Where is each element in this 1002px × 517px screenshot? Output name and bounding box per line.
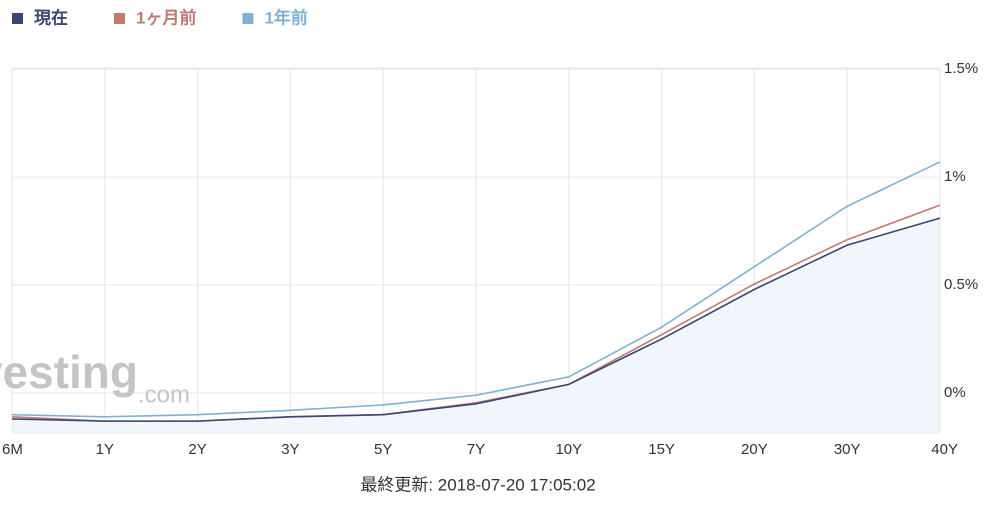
y-tick-label: 1% — [944, 168, 966, 185]
x-tick-label: 1Y — [96, 441, 114, 458]
y-tick-label: 1.5% — [944, 60, 978, 77]
area — [12, 218, 940, 433]
y-tick-label: 0% — [944, 384, 966, 401]
watermark-suffix: .com — [138, 381, 190, 408]
plot: 0% 0.5% 1% 1.5% 6M 1Y 2Y 3Y 5Y 7Y 10Y 15Y 20Y 30Y 40Y 現… — [2, 7, 978, 457]
line — [11, 217, 941, 422]
x-tick-label: 40Y — [931, 441, 958, 458]
legend-label: 1年前 — [264, 7, 307, 27]
legend-label: 現在 — [34, 7, 68, 27]
x-tick-label: 7Y — [467, 441, 485, 458]
x-tick-label: 30Y — [834, 441, 861, 458]
legend-swatch — [12, 13, 23, 24]
y-tick-label: 0.5% — [944, 276, 978, 293]
x-tick-label: 2Y — [188, 441, 206, 458]
x-tick-label: 10Y — [555, 441, 582, 458]
legend-swatch — [114, 13, 125, 24]
x-tick-label: 3Y — [281, 441, 299, 458]
footer: 最終更新: 2018-07-20 17:05:02 — [360, 475, 595, 494]
x-tick-label: 6M — [2, 441, 23, 458]
x-tick-label: 15Y — [648, 441, 675, 458]
watermark: investing — [0, 346, 138, 398]
legend-label: 1ヶ月前 — [136, 7, 196, 27]
x-tick-label: 20Y — [741, 441, 768, 458]
line — [11, 161, 941, 418]
x-tick-label: 5Y — [374, 441, 392, 458]
legend-swatch — [242, 13, 254, 24]
